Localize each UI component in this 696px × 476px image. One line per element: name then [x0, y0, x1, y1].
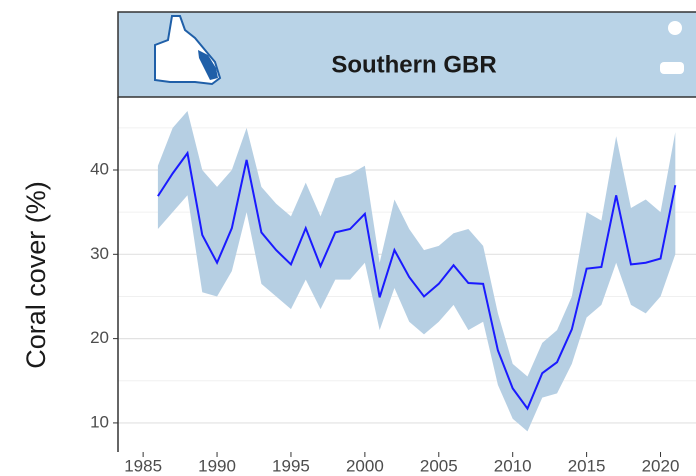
chart-title: Southern GBR	[331, 51, 496, 78]
logos	[660, 21, 684, 74]
y-tick-label: 20	[90, 328, 109, 347]
queensland-map	[154, 15, 222, 86]
x-tick-label: 2005	[420, 456, 458, 475]
x-tick-label: 2000	[346, 456, 384, 475]
x-tick-label: 1990	[198, 456, 236, 475]
confidence-band	[157, 110, 676, 432]
x-tick-label: 2015	[568, 456, 606, 475]
x-tick-label: 2010	[494, 456, 532, 475]
x-tick-label: 1995	[272, 456, 310, 475]
y-tick-label: 10	[90, 412, 109, 431]
y-tick-label: 40	[90, 159, 109, 178]
x-tick-label: 1985	[124, 456, 162, 475]
line	[157, 150, 677, 411]
y-tick-label: 30	[90, 244, 109, 263]
y-axis-label: Coral cover (%)	[21, 181, 51, 369]
x-tick-label: 2020	[642, 456, 680, 475]
